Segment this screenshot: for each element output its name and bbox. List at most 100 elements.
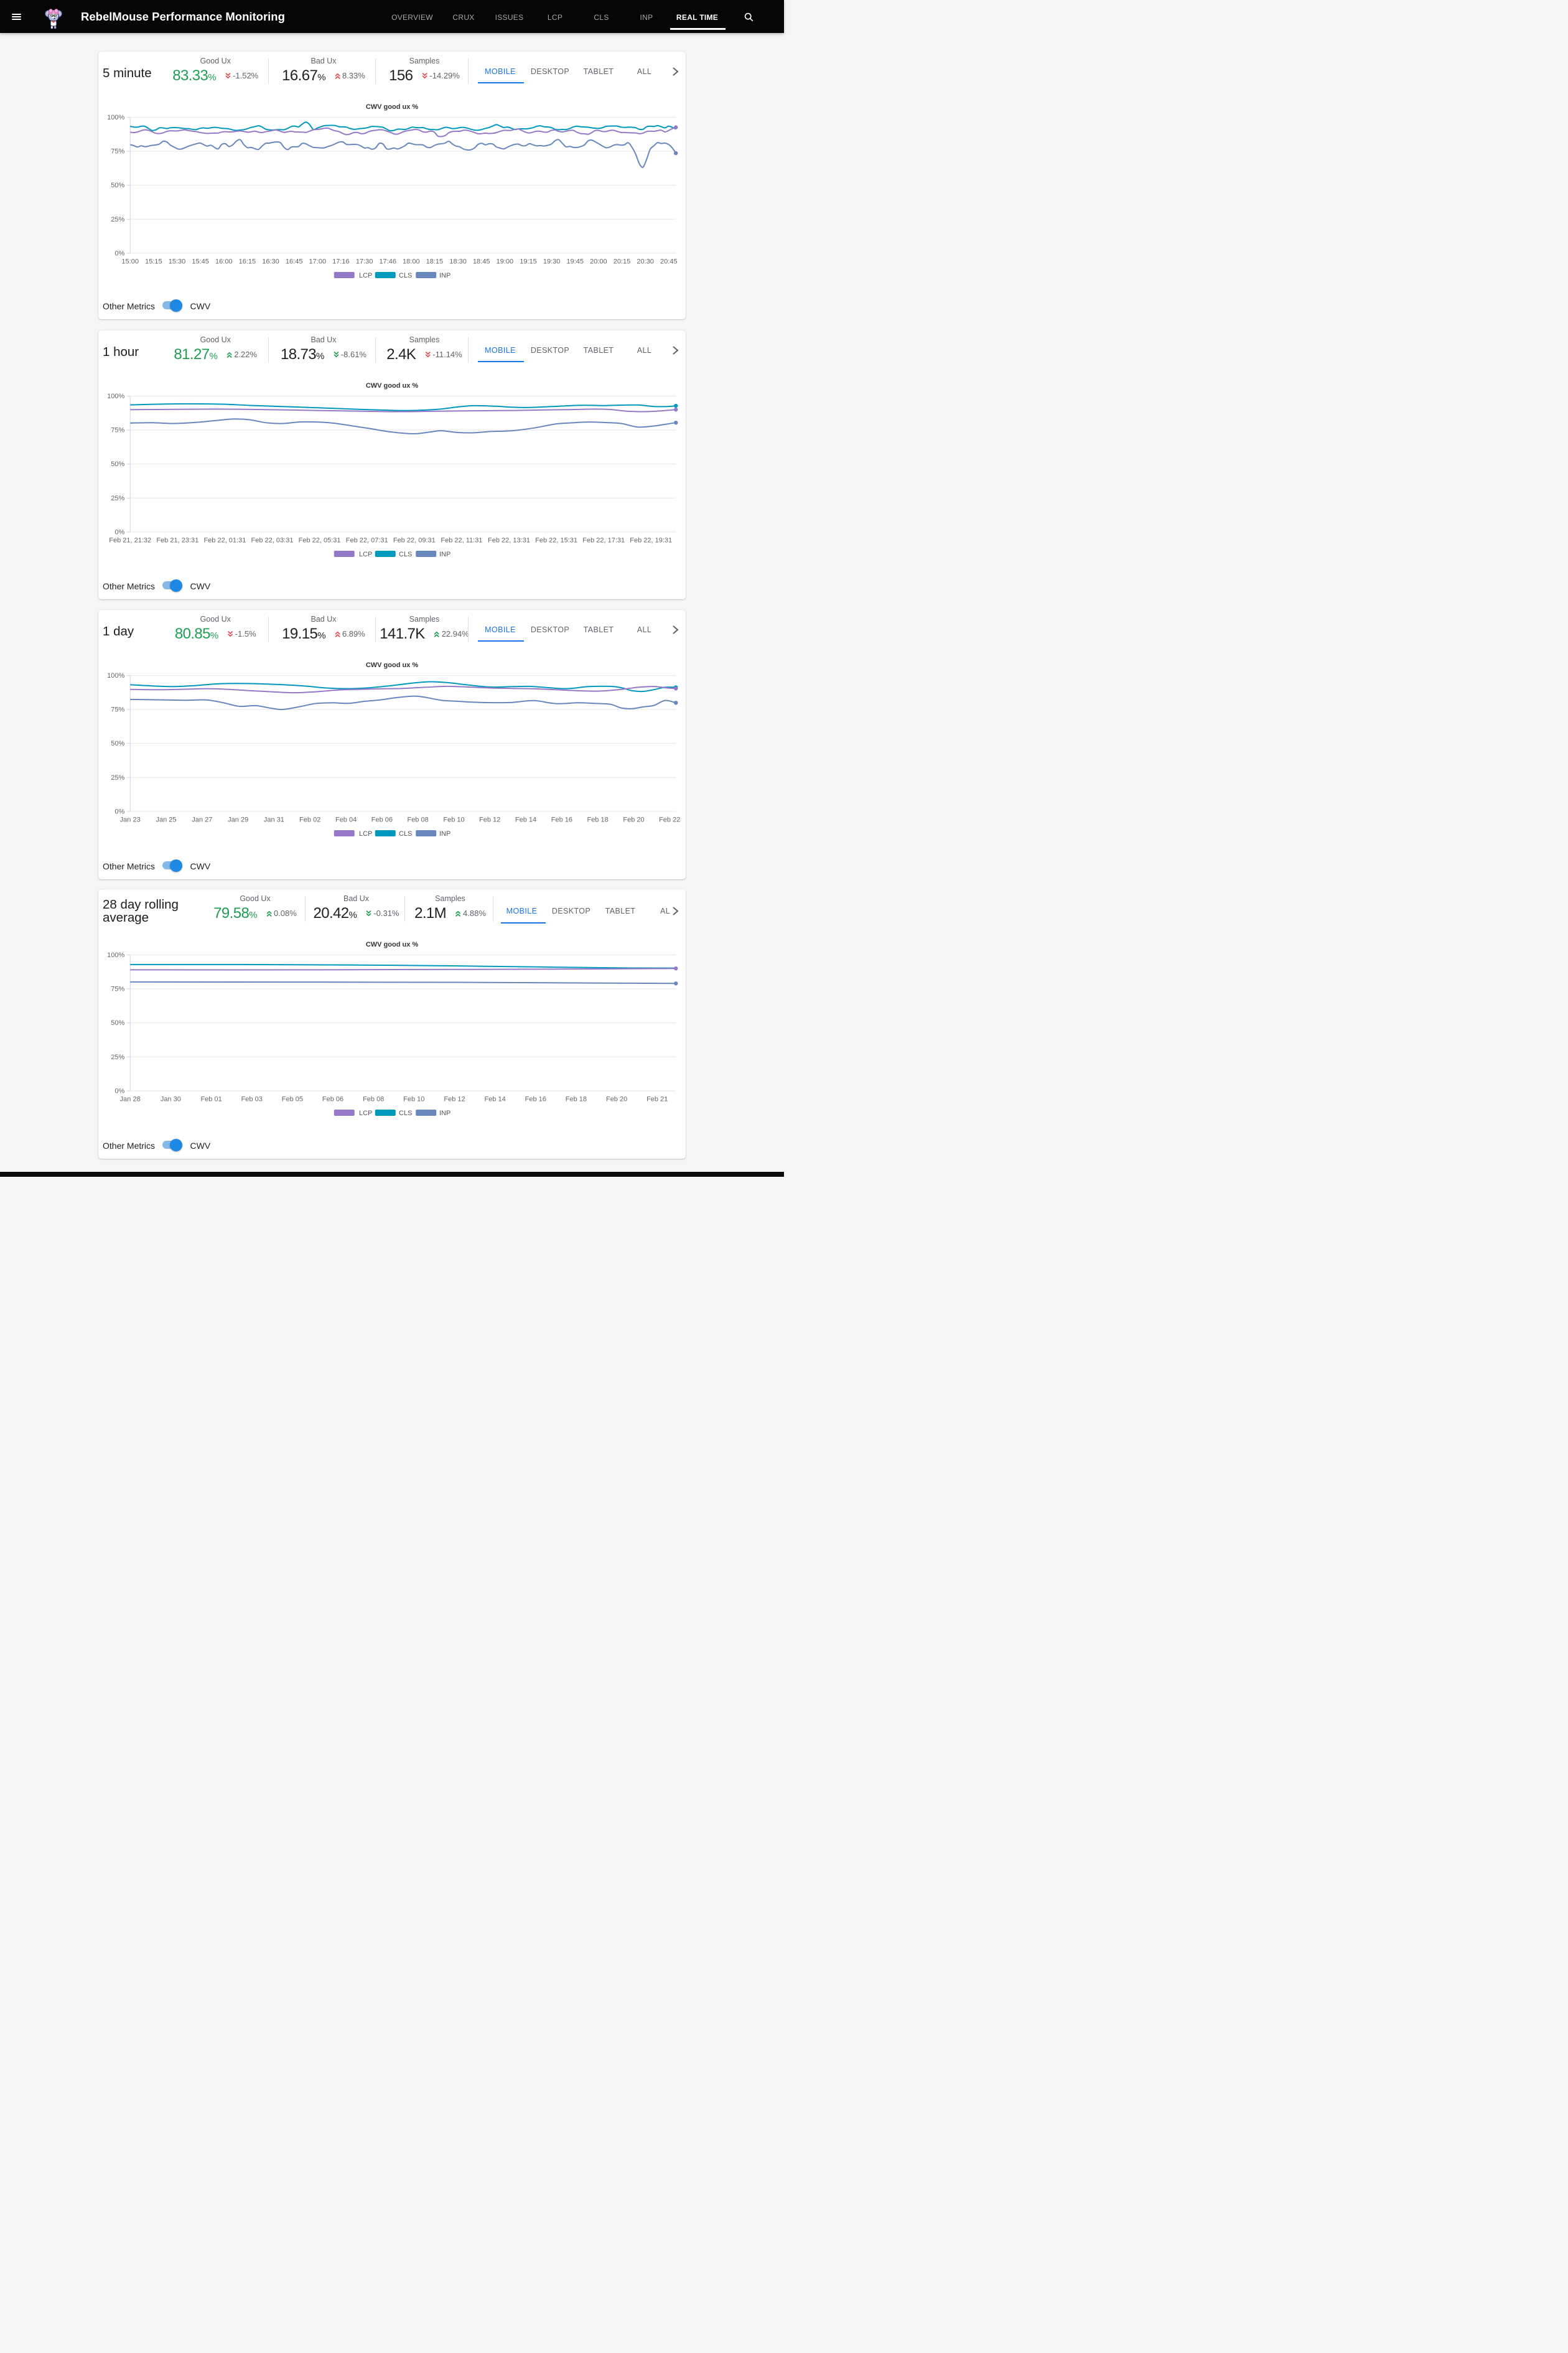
svg-text:Feb 20: Feb 20 — [606, 1095, 627, 1103]
svg-text:50%: 50% — [111, 740, 124, 747]
svg-text:18:30: 18:30 — [449, 258, 467, 265]
svg-text:Feb 22, 15:31: Feb 22, 15:31 — [535, 536, 577, 544]
svg-text:Feb 22, 05:31: Feb 22, 05:31 — [298, 536, 340, 544]
svg-text:15:45: 15:45 — [192, 258, 209, 265]
svg-text:0%: 0% — [114, 250, 124, 257]
svg-text:50%: 50% — [111, 461, 124, 468]
svg-text:18:00: 18:00 — [403, 258, 420, 265]
svg-text:18:45: 18:45 — [473, 258, 490, 265]
svg-text:LCP: LCP — [359, 551, 372, 558]
svg-text:Feb 18: Feb 18 — [566, 1095, 587, 1103]
svg-text:LCP: LCP — [359, 830, 372, 838]
svg-text:75%: 75% — [111, 985, 124, 993]
svg-text:19:15: 19:15 — [520, 258, 537, 265]
svg-text:Feb 12: Feb 12 — [479, 816, 500, 823]
svg-text:0%: 0% — [114, 808, 124, 815]
svg-text:CWV good ux %: CWV good ux % — [366, 941, 419, 948]
svg-text:20:15: 20:15 — [613, 258, 630, 265]
svg-text:CLS: CLS — [399, 272, 412, 279]
svg-text:Feb 21, 21:32: Feb 21, 21:32 — [109, 536, 151, 544]
svg-text:20:00: 20:00 — [590, 258, 607, 265]
svg-text:25%: 25% — [111, 774, 124, 781]
svg-text:Feb 06: Feb 06 — [322, 1095, 343, 1103]
svg-text:Feb 22, 19:31: Feb 22, 19:31 — [630, 536, 672, 544]
svg-text:Feb 22: Feb 22 — [659, 816, 680, 823]
svg-text:17:30: 17:30 — [356, 258, 373, 265]
svg-text:CWV good ux %: CWV good ux % — [366, 662, 419, 669]
svg-text:Feb 22, 03:31: Feb 22, 03:31 — [251, 536, 293, 544]
svg-text:CLS: CLS — [399, 551, 412, 558]
svg-text:CWV good ux %: CWV good ux % — [366, 382, 419, 390]
svg-text:25%: 25% — [111, 494, 124, 502]
svg-text:50%: 50% — [111, 1019, 124, 1027]
svg-text:CWV good ux %: CWV good ux % — [366, 103, 419, 111]
svg-text:LCP: LCP — [359, 1110, 372, 1117]
svg-text:Feb 14: Feb 14 — [484, 1095, 505, 1103]
svg-text:100%: 100% — [107, 671, 124, 679]
svg-text:Jan 27: Jan 27 — [192, 816, 212, 823]
svg-text:Feb 22, 17:31: Feb 22, 17:31 — [582, 536, 625, 544]
svg-text:Feb 04: Feb 04 — [335, 816, 357, 823]
svg-text:Jan 23: Jan 23 — [119, 816, 140, 823]
svg-text:Feb 18: Feb 18 — [587, 816, 608, 823]
svg-text:17:16: 17:16 — [332, 258, 350, 265]
svg-text:Feb 02: Feb 02 — [299, 816, 320, 823]
svg-text:Feb 14: Feb 14 — [515, 816, 536, 823]
svg-text:75%: 75% — [111, 706, 124, 713]
svg-text:25%: 25% — [111, 1053, 124, 1060]
svg-text:100%: 100% — [107, 951, 124, 958]
svg-text:Feb 08: Feb 08 — [363, 1095, 384, 1103]
svg-text:CLS: CLS — [399, 1110, 412, 1117]
svg-text:100%: 100% — [107, 392, 124, 400]
svg-text:20:45: 20:45 — [660, 258, 678, 265]
svg-text:17:00: 17:00 — [309, 258, 326, 265]
svg-text:Feb 05: Feb 05 — [282, 1095, 303, 1103]
svg-text:75%: 75% — [111, 426, 124, 434]
svg-text:100%: 100% — [107, 114, 124, 121]
svg-text:16:00: 16:00 — [215, 258, 233, 265]
svg-text:Feb 21, 23:31: Feb 21, 23:31 — [156, 536, 198, 544]
svg-text:INP: INP — [439, 830, 450, 838]
svg-text:25%: 25% — [111, 216, 124, 223]
svg-text:0%: 0% — [114, 1087, 124, 1095]
svg-text:Feb 08: Feb 08 — [407, 816, 428, 823]
svg-text:19:45: 19:45 — [566, 258, 584, 265]
svg-text:Jan 28: Jan 28 — [119, 1095, 140, 1103]
svg-text:INP: INP — [439, 272, 450, 279]
svg-text:75%: 75% — [111, 147, 124, 155]
svg-text:Feb 10: Feb 10 — [443, 816, 464, 823]
svg-text:Jan 25: Jan 25 — [156, 816, 176, 823]
svg-text:INP: INP — [439, 1110, 450, 1117]
svg-text:INP: INP — [439, 551, 450, 558]
svg-text:Feb 16: Feb 16 — [525, 1095, 546, 1103]
svg-text:Feb 21: Feb 21 — [646, 1095, 668, 1103]
svg-text:15:15: 15:15 — [145, 258, 162, 265]
svg-text:20:30: 20:30 — [637, 258, 654, 265]
svg-text:Jan 29: Jan 29 — [228, 816, 248, 823]
svg-text:50%: 50% — [111, 182, 124, 189]
svg-text:Feb 22, 11:31: Feb 22, 11:31 — [441, 536, 482, 544]
svg-text:18:15: 18:15 — [426, 258, 443, 265]
svg-text:16:45: 16:45 — [286, 258, 303, 265]
svg-text:16:30: 16:30 — [262, 258, 279, 265]
svg-text:CLS: CLS — [399, 830, 412, 838]
svg-text:19:30: 19:30 — [543, 258, 561, 265]
svg-text:Jan 31: Jan 31 — [264, 816, 284, 823]
svg-text:0%: 0% — [114, 528, 124, 536]
svg-text:Feb 16: Feb 16 — [551, 816, 572, 823]
svg-text:15:00: 15:00 — [121, 258, 139, 265]
svg-text:15:30: 15:30 — [168, 258, 185, 265]
svg-text:Feb 12: Feb 12 — [444, 1095, 465, 1103]
svg-text:19:00: 19:00 — [496, 258, 513, 265]
svg-text:17:46: 17:46 — [379, 258, 396, 265]
svg-text:Feb 22, 07:31: Feb 22, 07:31 — [346, 536, 388, 544]
svg-text:Jan 30: Jan 30 — [161, 1095, 181, 1103]
svg-text:Feb 01: Feb 01 — [200, 1095, 222, 1103]
svg-text:Feb 20: Feb 20 — [623, 816, 644, 823]
svg-text:Feb 03: Feb 03 — [241, 1095, 262, 1103]
svg-text:Feb 06: Feb 06 — [371, 816, 393, 823]
svg-text:Feb 22, 09:31: Feb 22, 09:31 — [393, 536, 436, 544]
svg-text:LCP: LCP — [359, 272, 372, 279]
svg-text:Feb 22, 01:31: Feb 22, 01:31 — [203, 536, 246, 544]
svg-text:Feb 22, 13:31: Feb 22, 13:31 — [488, 536, 530, 544]
